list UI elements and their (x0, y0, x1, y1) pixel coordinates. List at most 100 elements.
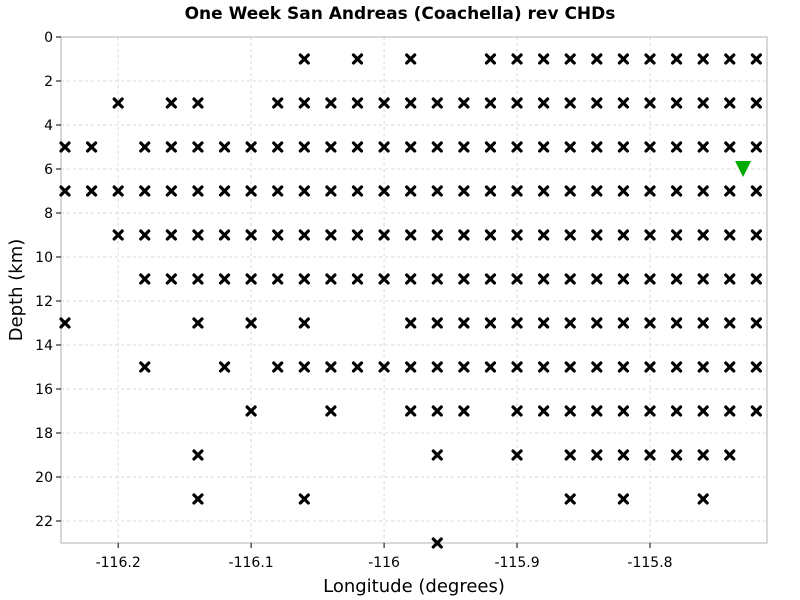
x-marker-point (617, 317, 630, 329)
x-marker-point (697, 493, 709, 505)
x-marker-point (670, 361, 683, 373)
x-marker-point (298, 185, 310, 197)
x-marker-point (218, 185, 231, 197)
x-marker-point (697, 273, 709, 285)
x-marker-point (484, 185, 497, 197)
x-marker-point (617, 361, 630, 373)
y-tick-label: 18 (35, 426, 53, 442)
x-marker-point (298, 493, 310, 505)
x-marker-point (165, 185, 177, 197)
x-marker-point (511, 141, 523, 153)
x-marker-point (218, 273, 231, 285)
x-marker-point (750, 317, 762, 329)
x-marker-point (670, 229, 683, 241)
x-marker-point (644, 273, 656, 285)
x-marker-point (192, 317, 204, 329)
x-marker-point (298, 97, 310, 109)
x-marker-point (538, 185, 550, 197)
x-marker-point (298, 361, 310, 373)
x-marker-point (644, 141, 656, 153)
x-axis-label: Longitude (degrees) (323, 576, 505, 597)
x-marker-point (511, 53, 523, 65)
x-marker-point (272, 361, 284, 373)
x-marker-point (750, 53, 762, 65)
x-marker-point (458, 185, 470, 197)
x-tick-label: -116.2 (96, 555, 141, 571)
x-marker-point (431, 185, 443, 197)
y-tick-label: 20 (35, 470, 53, 486)
x-marker-point (484, 317, 497, 329)
x-marker-point (538, 317, 550, 329)
x-tick-label: -116.1 (229, 555, 274, 571)
x-marker-point (484, 361, 497, 373)
x-marker-point (591, 449, 603, 461)
x-marker-point (192, 449, 204, 461)
x-marker-point (617, 97, 630, 109)
x-marker-point (591, 97, 603, 109)
x-marker-point (325, 229, 337, 241)
x-marker-point (670, 449, 683, 461)
x-marker-point (192, 229, 204, 241)
x-marker-point (192, 493, 204, 505)
x-marker-point (538, 97, 550, 109)
x-marker-point (165, 273, 177, 285)
x-marker-point (724, 229, 736, 241)
x-marker-point (697, 53, 709, 65)
x-marker-point (458, 229, 470, 241)
x-marker-point (298, 53, 310, 65)
x-marker-point (405, 405, 417, 417)
x-marker-point (511, 361, 523, 373)
x-marker-point (750, 361, 762, 373)
x-marker-point (405, 185, 417, 197)
x-marker-point (644, 97, 656, 109)
x-marker-point (431, 141, 443, 153)
x-marker-point (112, 97, 124, 109)
x-marker-point (750, 273, 762, 285)
triangle-marker-point (735, 161, 752, 177)
x-marker-point (59, 141, 71, 153)
x-marker-point (538, 53, 550, 65)
y-tick-label: 22 (35, 514, 53, 530)
x-marker-point (591, 405, 603, 417)
x-marker-point (724, 97, 736, 109)
x-marker-point (697, 361, 709, 373)
x-marker-point (697, 185, 709, 197)
x-marker-point (298, 317, 310, 329)
x-marker-point (564, 317, 576, 329)
x-marker-point (245, 229, 257, 241)
x-marker-point (325, 361, 337, 373)
x-marker-point (139, 141, 151, 153)
x-marker-point (378, 97, 390, 109)
y-tick-label: 2 (44, 74, 53, 90)
x-marker-point (325, 405, 337, 417)
x-marker-point (591, 229, 603, 241)
x-marker-point (325, 97, 337, 109)
x-marker-point (617, 185, 630, 197)
x-marker-point (670, 141, 683, 153)
x-marker-point (218, 361, 231, 373)
x-marker-point (644, 405, 656, 417)
x-marker-point (538, 229, 550, 241)
x-marker-point (85, 185, 98, 197)
y-tick-label: 14 (35, 338, 53, 354)
x-marker-point (192, 97, 204, 109)
grid-lines (61, 36, 767, 543)
x-marker-point (617, 405, 630, 417)
x-marker-point (750, 141, 762, 153)
data-points (59, 53, 762, 549)
y-tick-label: 10 (35, 250, 53, 266)
x-marker-point (218, 229, 231, 241)
x-marker-point (511, 317, 523, 329)
x-marker-point (644, 317, 656, 329)
x-marker-point (378, 185, 390, 197)
x-marker-point (112, 185, 124, 197)
x-marker-point (697, 405, 709, 417)
x-tick-label: -116 (368, 555, 400, 571)
x-marker-point (458, 405, 470, 417)
x-marker-point (564, 53, 576, 65)
x-marker-point (192, 185, 204, 197)
x-marker-point (431, 361, 443, 373)
x-marker-point (298, 229, 310, 241)
x-marker-point (378, 361, 390, 373)
